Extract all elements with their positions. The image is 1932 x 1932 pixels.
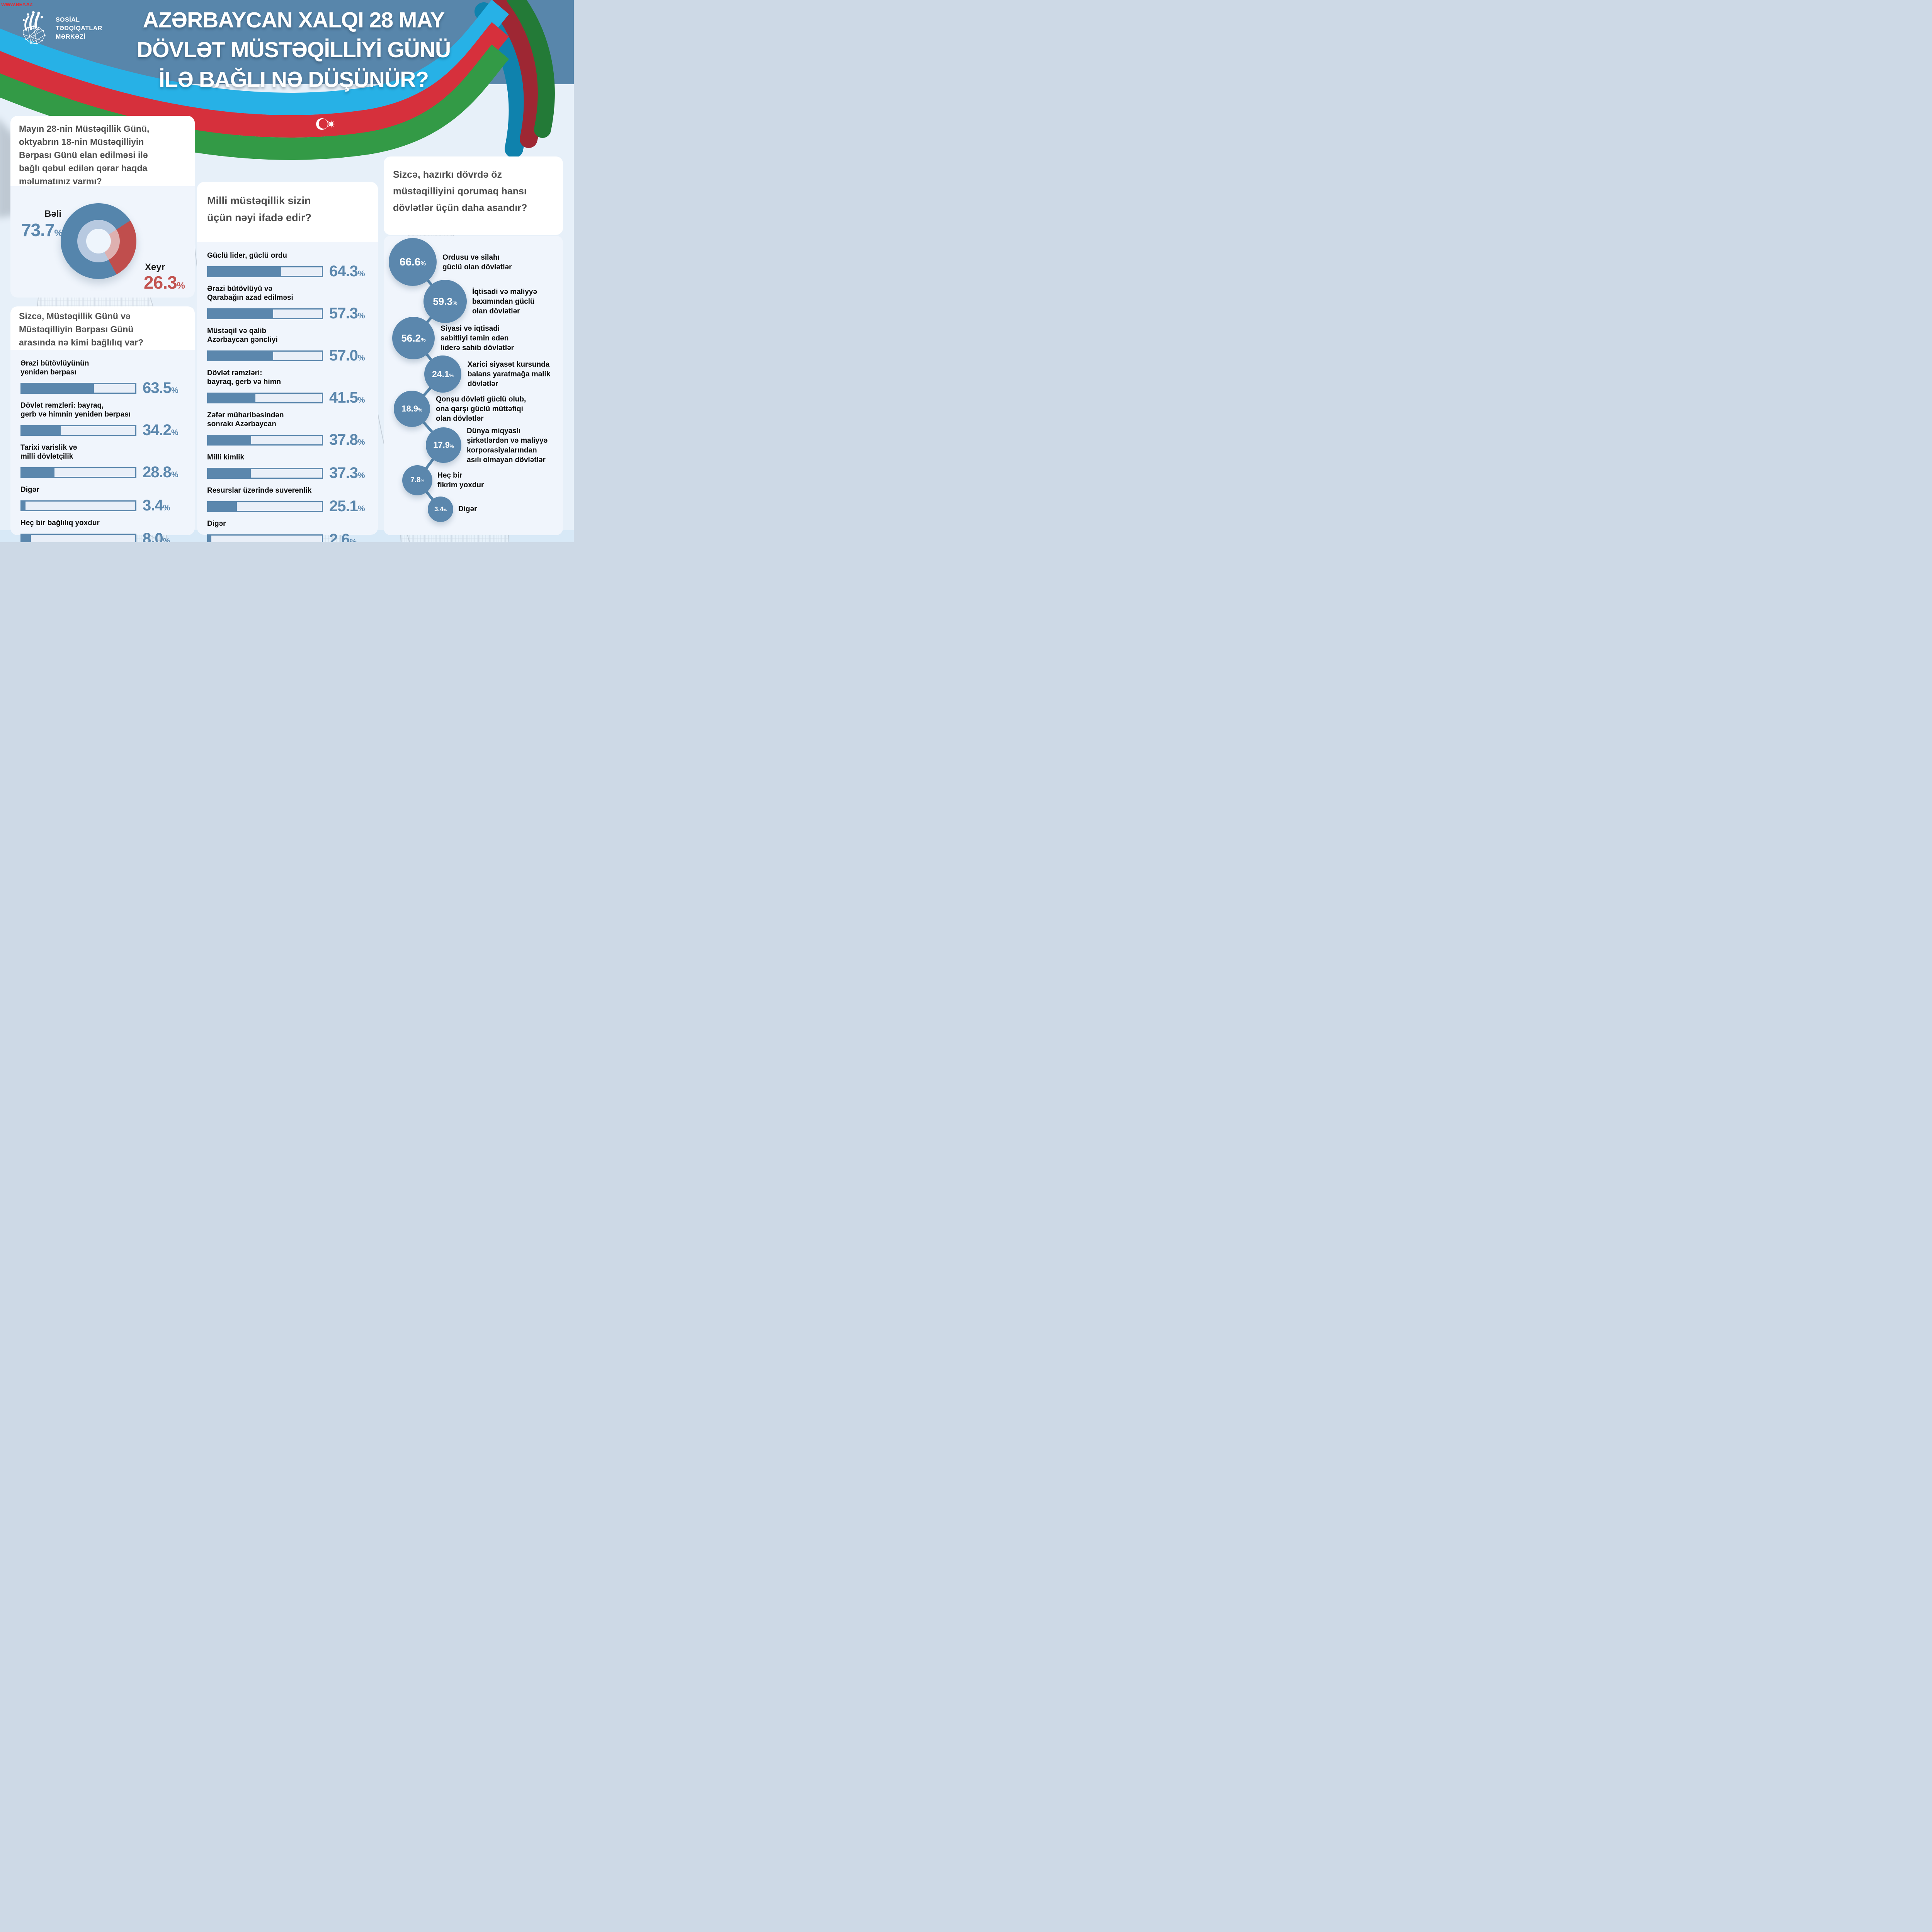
question3-card: Milli müstəqillik sizin üçün nəyi ifadə … [197, 182, 378, 242]
donut-value-yes: 73.7% [21, 220, 63, 240]
question1-text: Mayın 28-nin Müstəqillik Günü, oktyabrın… [19, 124, 150, 186]
bar-value: 57.0% [329, 347, 365, 364]
bar-fill [208, 351, 273, 360]
bar-track [20, 500, 136, 511]
bar-value: 3.4% [143, 497, 170, 514]
bubble-value: 18.9% [394, 391, 430, 427]
bar-track [20, 467, 136, 478]
bubble-label: Ordusu və silahı güclü olan dövlətlər [442, 253, 512, 271]
bar-row: Ərazi bütövlüyünün yenidən bərpası 63.5% [20, 359, 179, 396]
bar-value: 28.8% [143, 464, 179, 481]
bar-value: 2.6% [329, 531, 357, 542]
infographic-poster: WWW.BEY.AZ SOSİAL [0, 0, 574, 542]
bar-fill [22, 384, 94, 393]
bubble-value: 3.4% [428, 497, 453, 522]
bar-row: Güclü lider, güclü ordu 64.3% [207, 252, 365, 280]
bubble-label: Qonşu dövləti güclü olub, ona qarşı güclü… [436, 395, 526, 423]
logo: SOSİAL TƏDQİQATLAR MƏRKƏZİ [20, 11, 102, 46]
donut-label-no: Xeyr [145, 262, 165, 272]
bar-row: Müstəqil və qalib Azərbaycan gəncliyi 57.… [207, 327, 365, 364]
bar-fill [22, 501, 26, 510]
question4-bubble-chart: 66.6% 59.3% 56.2% 24.1% 18.9% 17.9% 7.8%… [384, 236, 563, 535]
bar-track [207, 308, 323, 319]
bar-fill [208, 469, 251, 478]
bar-fill [208, 393, 255, 402]
bubble-value: 59.3% [423, 280, 467, 323]
bubble-label: Siyasi və iqtisadi sabitliyi təmin edən li… [440, 325, 514, 352]
bar-row: Ərazi bütövlüyü və Qarabağın azad edilməs… [207, 285, 365, 322]
donut-chart [61, 203, 136, 279]
bar-track [207, 266, 323, 277]
donut-value-no: 26.3% [144, 272, 185, 293]
bar-value: 37.3% [329, 464, 365, 481]
bar-fill [22, 468, 54, 477]
bar-row: Heç bir bağlılıq yoxdur 8.0% [20, 519, 185, 542]
bar-value: 25.1% [329, 498, 365, 515]
logo-text: SOSİAL TƏDQİQATLAR MƏRKƏZİ [56, 17, 102, 40]
bubble-value: 56.2% [392, 317, 435, 359]
bar-row: Tarixi varislik və milli dövlətçilik 28.8… [20, 444, 179, 481]
bar-value: 64.3% [329, 263, 365, 280]
bar-track [20, 425, 136, 436]
bubble-value: 7.8% [402, 465, 432, 495]
question3-text: Milli müstəqillik sizin üçün nəyi ifadə … [207, 195, 312, 223]
bar-track [207, 350, 323, 361]
bar-track [20, 383, 136, 394]
donut-label-yes: Bəli [44, 209, 62, 219]
bar-row: Resurslar üzərində suverenlik 25.1% [207, 486, 365, 515]
bar-fill [208, 267, 282, 276]
bar-value: 41.5% [329, 389, 365, 406]
bar-row: Zəfər müharibəsindən sonrakı Azərbaycan 3… [207, 411, 365, 448]
bar-row: Digər 3.4% [20, 486, 170, 514]
bar-track [207, 392, 323, 403]
bar-track [207, 468, 323, 479]
bar-value: 37.8% [329, 431, 365, 448]
question4-card: Sizcə, hazırkı dövrdə öz müstəqilliyini … [384, 156, 563, 235]
bubble-label: İqtisadi və maliyyə baxımından güclü olan … [472, 288, 537, 315]
bar-row: Digər 2.6% [207, 519, 369, 542]
bar-track [20, 533, 136, 542]
bubble-value: 24.1% [424, 355, 461, 393]
question1-card: Mayın 28-nin Müstəqillik Günü, oktyabrın… [10, 116, 195, 186]
bar-fill [208, 502, 237, 511]
bar-fill [208, 309, 274, 318]
bar-fill [22, 534, 31, 542]
question3-bar-chart: Güclü lider, güclü ordu 64.3% Ərazi bütö… [197, 242, 378, 542]
bar-track [207, 501, 323, 512]
bar-row: Dövlət rəmzləri: bayraq, gerb və himnin y… [20, 401, 179, 439]
bar-fill [208, 435, 252, 444]
stm-logo-icon [22, 11, 46, 44]
bubble-label: Xarici siyasət kursunda balans yaratmağa … [468, 361, 551, 388]
page-title: AZƏRBAYCAN XALQI 28 MAY DÖVLƏT MÜSTƏQİLL… [136, 8, 451, 92]
bar-value: 57.3% [329, 305, 365, 322]
donut-hole [86, 229, 111, 253]
bar-row: Milli kimlik 37.3% [207, 453, 365, 481]
bar-value: 34.2% [143, 422, 179, 439]
bar-value: 8.0% [143, 530, 170, 542]
question2-card: Sizcə, Müstəqillik Günü və Müstəqilliyin… [10, 306, 195, 350]
question2-text: Sizcə, Müstəqillik Günü və Müstəqilliyin… [19, 311, 144, 347]
question2-bar-chart: Ərazi bütövlüyünün yenidən bərpası 63.5% … [10, 350, 195, 542]
donut-chart-card: Bəli 73.7% Xeyr 26.3% [10, 186, 195, 298]
bubble-value: 17.9% [426, 427, 461, 463]
bar-track [207, 434, 323, 446]
bubble-label: Digər [458, 505, 477, 513]
bubble-label: Dünya miqyaslı şirkətlərdən və maliyyə kor… [467, 427, 548, 464]
bar-track [207, 534, 323, 542]
bar-value: 63.5% [143, 379, 179, 396]
bar-row: Dövlət rəmzləri: bayraq, gerb və himn 41.… [207, 369, 365, 406]
bar-fill [22, 426, 61, 435]
crescent-star-icon [316, 118, 335, 130]
bubble-value: 66.6% [389, 238, 437, 286]
bar-fill [208, 535, 211, 542]
question4-text: Sizcə, hazırkı dövrdə öz müstəqilliyini … [393, 169, 527, 213]
watermark-url: WWW.BEY.AZ [1, 2, 32, 7]
bubble-label: Heç bir fikrim yoxdur [437, 471, 484, 489]
